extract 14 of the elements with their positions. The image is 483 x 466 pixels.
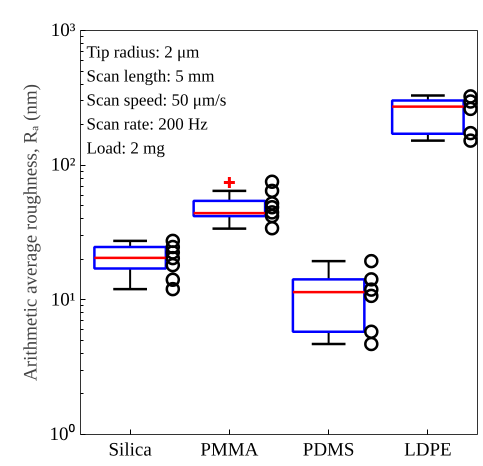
annotation: Scan rate: 200 Hz	[86, 114, 208, 134]
y-tick-label: 10²	[50, 154, 76, 176]
x-tick-label: PDMS	[302, 440, 354, 460]
x-tick-label: PMMA	[200, 440, 259, 460]
y-tick-label: 10³	[50, 20, 76, 41]
y-axis-title: Arithmetic average roughness, Rₐ (nm)	[20, 84, 42, 381]
x-tick-label: Silica	[108, 440, 152, 460]
annotation: Scan speed: 50 μm/s	[86, 90, 226, 110]
annotation: Scan length: 5 mm	[86, 66, 214, 86]
y-tick-label: 10¹	[50, 289, 76, 310]
y-tick-label: 10⁰	[50, 423, 76, 445]
annotation: Load: 2 mg	[86, 138, 166, 158]
annotation: Tip radius: 2 μm	[86, 42, 200, 62]
x-tick-label: LDPE	[404, 440, 452, 460]
